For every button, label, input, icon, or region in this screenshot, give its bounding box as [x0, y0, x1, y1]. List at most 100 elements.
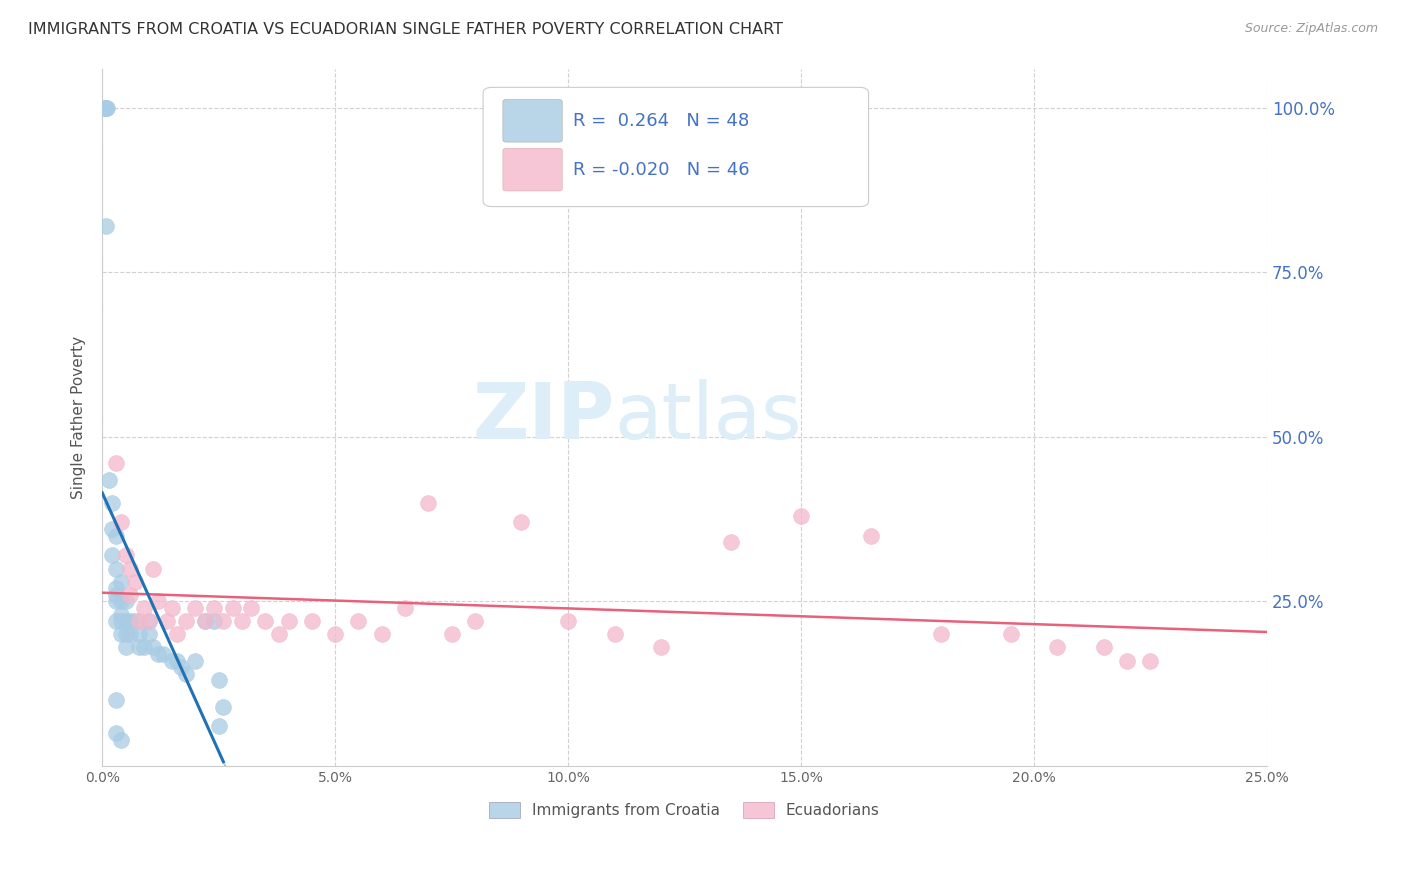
- Point: [110, 607, 132, 622]
- Point: [110, 574, 132, 589]
- Point: [1000, 627, 1022, 641]
- Point: [142, 640, 165, 655]
- Point: [120, 627, 142, 641]
- Point: [124, 574, 146, 589]
- Point: [254, 614, 277, 628]
- Point: [105, 581, 128, 595]
- Point: [114, 640, 136, 655]
- Y-axis label: Single Father Poverty: Single Father Poverty: [72, 335, 86, 499]
- Point: [166, 654, 188, 668]
- Point: [114, 594, 136, 608]
- Point: [128, 640, 150, 655]
- Point: [94, 219, 117, 234]
- Point: [1046, 640, 1069, 655]
- Point: [174, 666, 197, 681]
- FancyBboxPatch shape: [503, 148, 562, 191]
- Text: R =  0.264   N = 48: R = 0.264 N = 48: [572, 112, 749, 130]
- Point: [440, 627, 463, 641]
- Point: [94, 101, 117, 115]
- Point: [221, 601, 243, 615]
- Point: [110, 516, 132, 530]
- Point: [790, 508, 813, 523]
- Point: [124, 614, 146, 628]
- Point: [859, 528, 882, 542]
- Point: [128, 614, 150, 628]
- Text: Source: ZipAtlas.com: Source: ZipAtlas.com: [1244, 22, 1378, 36]
- Point: [105, 726, 128, 740]
- Point: [208, 719, 231, 733]
- Point: [166, 627, 188, 641]
- Point: [212, 614, 235, 628]
- Point: [152, 647, 174, 661]
- Point: [105, 594, 128, 608]
- Point: [174, 614, 197, 628]
- Point: [93, 101, 115, 115]
- Point: [170, 660, 193, 674]
- Point: [1139, 654, 1161, 668]
- Point: [1116, 654, 1139, 668]
- Point: [418, 496, 440, 510]
- Point: [394, 601, 416, 615]
- Point: [105, 588, 128, 602]
- Point: [510, 516, 533, 530]
- FancyBboxPatch shape: [484, 87, 869, 207]
- Point: [114, 627, 136, 641]
- Point: [96, 101, 118, 115]
- Point: [202, 601, 225, 615]
- Point: [1092, 640, 1115, 655]
- Point: [138, 614, 160, 628]
- Point: [231, 614, 253, 628]
- Point: [240, 601, 263, 615]
- Point: [138, 614, 160, 628]
- Text: R = -0.020   N = 46: R = -0.020 N = 46: [572, 161, 749, 178]
- Point: [212, 699, 235, 714]
- Point: [100, 549, 122, 563]
- Point: [603, 627, 626, 641]
- Point: [202, 614, 225, 628]
- Point: [194, 614, 217, 628]
- Point: [557, 614, 579, 628]
- Point: [100, 522, 122, 536]
- Point: [371, 627, 394, 641]
- Point: [347, 614, 370, 628]
- Point: [160, 601, 183, 615]
- Point: [720, 535, 742, 549]
- Point: [464, 614, 486, 628]
- Point: [134, 640, 156, 655]
- Point: [208, 673, 231, 688]
- Point: [110, 594, 132, 608]
- Point: [160, 654, 183, 668]
- Point: [98, 473, 121, 487]
- Point: [269, 627, 291, 641]
- Text: ZIP: ZIP: [472, 379, 614, 455]
- Point: [100, 496, 122, 510]
- Point: [110, 627, 132, 641]
- Point: [110, 614, 132, 628]
- Text: atlas: atlas: [614, 379, 803, 455]
- Point: [110, 732, 132, 747]
- Point: [134, 601, 156, 615]
- Point: [105, 528, 128, 542]
- FancyBboxPatch shape: [503, 100, 562, 142]
- Text: IMMIGRANTS FROM CROATIA VS ECUADORIAN SINGLE FATHER POVERTY CORRELATION CHART: IMMIGRANTS FROM CROATIA VS ECUADORIAN SI…: [28, 22, 783, 37]
- Point: [146, 594, 169, 608]
- Point: [105, 456, 128, 470]
- Legend: Immigrants from Croatia, Ecuadorians: Immigrants from Croatia, Ecuadorians: [484, 797, 886, 824]
- Point: [120, 561, 142, 575]
- Point: [142, 561, 165, 575]
- Point: [146, 647, 169, 661]
- Point: [128, 627, 150, 641]
- Point: [114, 614, 136, 628]
- Point: [184, 601, 207, 615]
- Point: [650, 640, 672, 655]
- Point: [184, 654, 207, 668]
- Point: [277, 614, 299, 628]
- Point: [96, 101, 118, 115]
- Point: [929, 627, 952, 641]
- Point: [194, 614, 217, 628]
- Point: [105, 561, 128, 575]
- Point: [105, 693, 128, 707]
- Point: [156, 614, 179, 628]
- Point: [138, 627, 160, 641]
- Point: [120, 614, 142, 628]
